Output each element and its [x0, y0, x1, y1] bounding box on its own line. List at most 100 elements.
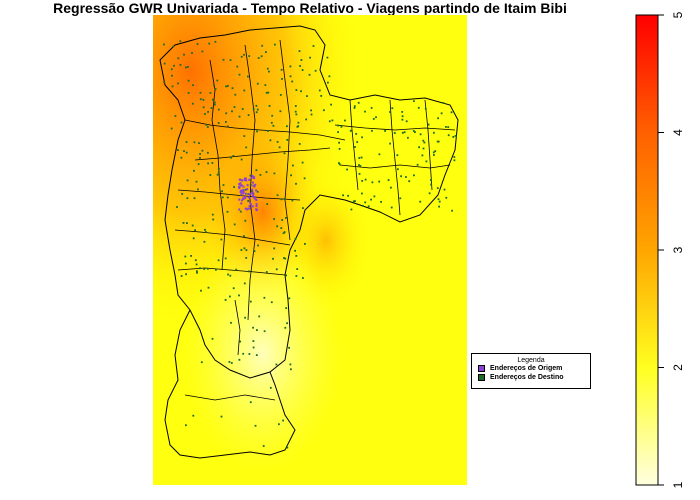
destination-point: [344, 119, 346, 122]
origin-point: [244, 207, 247, 210]
origin-point: [238, 208, 241, 211]
destination-point: [327, 81, 329, 84]
destination-point: [221, 196, 224, 199]
destination-point: [231, 110, 233, 113]
destination-point: [197, 188, 199, 191]
destination-point: [243, 89, 246, 92]
destination-point: [275, 363, 278, 366]
destination-point: [285, 274, 287, 277]
destination-point: [207, 151, 209, 154]
destination-point: [295, 275, 298, 277]
destination-point: [209, 174, 212, 176]
destination-point: [186, 197, 189, 200]
destination-point: [179, 40, 182, 43]
destination-point: [186, 179, 189, 182]
destination-point: [255, 354, 258, 356]
destination-point: [200, 289, 202, 292]
destination-point: [217, 167, 220, 170]
destination-point: [318, 89, 321, 92]
destination-point: [270, 301, 273, 304]
destination-point: [302, 207, 304, 209]
origin-point: [255, 209, 258, 212]
destination-point: [177, 82, 179, 85]
destination-point: [291, 80, 294, 83]
destination-point: [256, 190, 259, 193]
destination-point: [182, 222, 185, 224]
destination-point: [295, 255, 298, 257]
origin-point: [239, 182, 242, 185]
destination-point: [432, 151, 435, 154]
destination-point: [390, 186, 392, 189]
destination-point: [170, 68, 173, 71]
destination-point: [261, 44, 264, 47]
destination-point: [243, 53, 245, 56]
destination-point: [245, 146, 248, 149]
destination-point: [294, 110, 297, 113]
destination-point: [176, 206, 178, 208]
destination-point: [367, 205, 370, 208]
destination-point: [416, 163, 419, 166]
destination-point: [361, 136, 363, 139]
destination-point: [212, 98, 214, 101]
origin-swatch: [478, 365, 485, 372]
origin-point: [242, 192, 245, 195]
destination-point: [216, 173, 219, 176]
destination-point: [276, 225, 279, 228]
south-boundary: [164, 309, 296, 459]
destination-point: [350, 208, 353, 211]
destination-point: [296, 125, 299, 128]
destination-point: [224, 257, 227, 260]
destination-point: [185, 141, 188, 143]
destination-point: [192, 414, 195, 417]
destination-point: [199, 267, 201, 270]
legend-label-destination: Endereços de Destino: [490, 374, 564, 381]
origin-point: [255, 199, 258, 202]
origin-point: [242, 198, 245, 200]
destination-point: [353, 105, 356, 108]
destination-point: [265, 91, 268, 94]
destination-point: [391, 107, 394, 110]
destination-point: [338, 148, 341, 150]
destination-point: [266, 67, 269, 70]
destination-point: [290, 368, 292, 371]
destination-point: [372, 118, 375, 120]
origin-point: [243, 179, 246, 181]
destination-point: [389, 111, 391, 113]
scale-tick-label: 3: [671, 246, 685, 253]
destination-point: [180, 121, 183, 124]
destination-point: [283, 152, 286, 155]
origin-point: [250, 203, 252, 206]
destination-point: [275, 268, 278, 271]
origin-point: [253, 177, 256, 180]
destination-point: [340, 125, 343, 128]
destination-point: [217, 122, 220, 124]
legend-item-origin: Endereços de Origem: [478, 364, 590, 373]
origin-point: [242, 189, 245, 191]
destination-point: [247, 193, 250, 195]
destination-point: [272, 257, 274, 260]
destination-point: [194, 259, 197, 262]
destination-point: [225, 121, 227, 123]
origin-point: [253, 185, 256, 188]
destination-point: [347, 194, 349, 197]
origin-point: [252, 184, 255, 187]
destination-point: [337, 124, 339, 127]
destination-point: [228, 361, 231, 363]
destination-point: [247, 75, 249, 78]
destination-point: [302, 277, 304, 279]
destination-point: [447, 126, 450, 128]
destination-point: [247, 200, 250, 202]
destination-point: [238, 115, 241, 118]
destination-point: [221, 190, 223, 193]
destination-point: [174, 115, 177, 117]
destination-point: [177, 57, 180, 60]
destination-point: [264, 84, 267, 86]
destination-point: [200, 361, 203, 364]
destination-point: [201, 149, 204, 152]
destination-point: [180, 156, 183, 159]
destination-point: [209, 92, 212, 94]
destination-point: [312, 45, 315, 47]
origin-point: [254, 183, 257, 186]
destination-point: [257, 57, 260, 59]
destination-point: [269, 386, 272, 389]
